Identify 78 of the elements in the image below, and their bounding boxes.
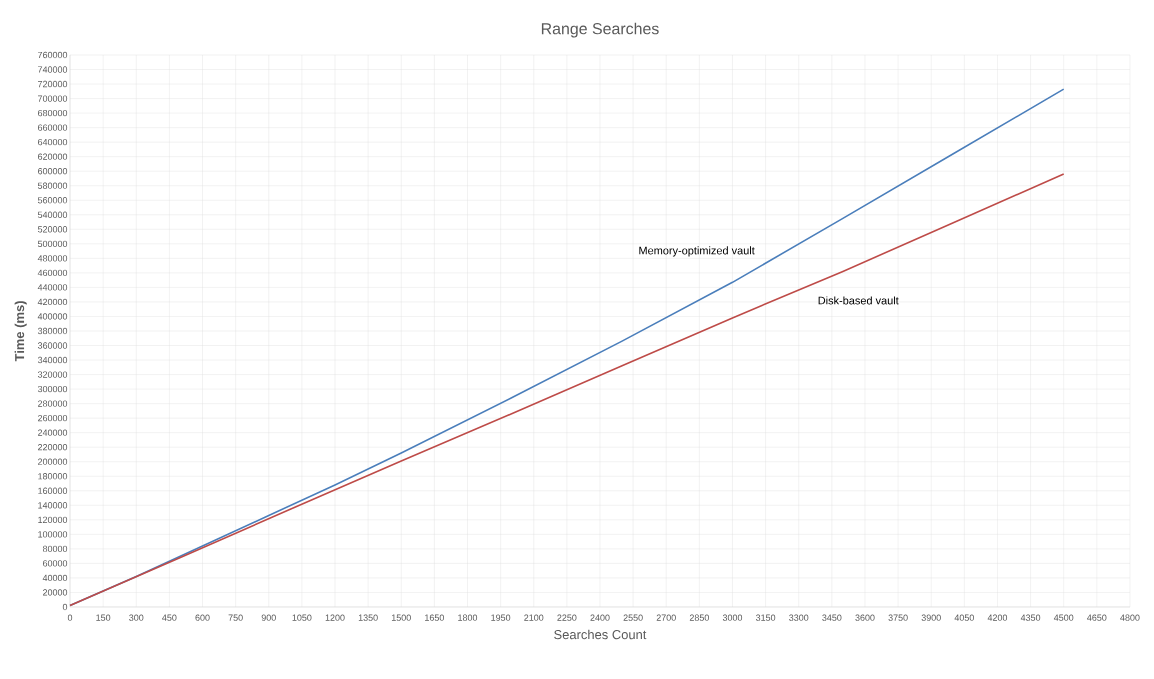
y-tick-label: 220000 bbox=[38, 444, 68, 451]
series-label: Memory-optimized vault bbox=[639, 246, 755, 257]
x-tick-label: 450 bbox=[162, 614, 177, 621]
y-tick-label: 760000 bbox=[38, 51, 68, 59]
x-tick-label: 3450 bbox=[822, 614, 842, 621]
y-tick-label: 600000 bbox=[38, 168, 68, 175]
y-tick-label: 740000 bbox=[38, 66, 68, 73]
x-tick-label: 2700 bbox=[656, 614, 676, 621]
x-tick-label: 300 bbox=[129, 614, 144, 621]
y-tick-label: 500000 bbox=[37, 240, 68, 248]
y-tick-label: 20000 bbox=[43, 589, 68, 596]
y-tick-label: 580000 bbox=[37, 182, 68, 189]
x-tick-label: 2250 bbox=[557, 614, 577, 621]
y-tick-label: 380000 bbox=[37, 327, 68, 335]
y-tick-label: 700000 bbox=[38, 95, 68, 102]
y-tick-label: 300000 bbox=[37, 385, 68, 393]
x-tick-label: 2400 bbox=[590, 614, 610, 621]
y-tick-label: 420000 bbox=[37, 298, 68, 306]
x-axis-title: Searches Count bbox=[554, 629, 647, 640]
x-tick-label: 3900 bbox=[921, 614, 941, 621]
x-tick-label: 1050 bbox=[292, 614, 312, 621]
x-tick-label: 4800 bbox=[1120, 614, 1140, 621]
y-tick-label: 680000 bbox=[38, 109, 68, 117]
y-tick-label: 720000 bbox=[38, 80, 68, 88]
x-tick-label: 1950 bbox=[491, 614, 511, 621]
y-tick-label: 620000 bbox=[38, 153, 68, 160]
x-tick-label: 4050 bbox=[954, 614, 974, 621]
x-tick-label: 1200 bbox=[325, 614, 345, 621]
y-axis-title: Time (ms) bbox=[14, 301, 27, 362]
y-tick-label: 200000 bbox=[38, 458, 68, 465]
x-tick-label: 4650 bbox=[1087, 614, 1107, 621]
y-tick-label: 140000 bbox=[38, 502, 68, 509]
x-tick-label: 600 bbox=[195, 614, 210, 621]
chart-title: Range Searches bbox=[541, 22, 659, 38]
y-tick-label: 560000 bbox=[37, 197, 68, 204]
x-tick-label: 2550 bbox=[623, 614, 643, 621]
y-tick-label: 520000 bbox=[37, 226, 68, 233]
y-tick-label: 180000 bbox=[38, 473, 68, 480]
x-tick-label: 2100 bbox=[524, 614, 544, 621]
x-tick-label: 1800 bbox=[458, 614, 478, 621]
y-tick-label: 480000 bbox=[37, 255, 68, 262]
y-tick-label: 400000 bbox=[37, 313, 68, 320]
y-tick-label: 0 bbox=[62, 603, 68, 611]
y-tick-label: 40000 bbox=[42, 574, 68, 582]
y-tick-label: 280000 bbox=[38, 400, 68, 407]
x-tick-label: 4500 bbox=[1053, 614, 1074, 621]
y-tick-label: 440000 bbox=[37, 284, 68, 291]
y-tick-label: 340000 bbox=[37, 356, 68, 364]
y-tick-label: 260000 bbox=[38, 414, 68, 422]
y-tick-label: 540000 bbox=[37, 211, 68, 218]
x-tick-label: 2850 bbox=[689, 614, 709, 621]
y-tick-label: 60000 bbox=[43, 560, 68, 567]
y-tick-label: 100000 bbox=[38, 531, 68, 538]
x-tick-label: 3150 bbox=[755, 614, 776, 621]
x-tick-label: 0 bbox=[67, 614, 73, 621]
x-tick-label: 3000 bbox=[722, 614, 743, 621]
y-tick-label: 360000 bbox=[37, 342, 68, 349]
x-tick-label: 1500 bbox=[391, 614, 411, 621]
x-tick-label: 750 bbox=[228, 614, 243, 621]
x-tick-label: 900 bbox=[261, 614, 276, 621]
x-tick-label: 3600 bbox=[855, 614, 875, 621]
y-tick-label: 160000 bbox=[38, 487, 68, 494]
x-tick-label: 3750 bbox=[888, 614, 908, 621]
y-tick-label: 80000 bbox=[42, 545, 68, 553]
series-label: Disk-based vault bbox=[818, 296, 899, 305]
x-tick-label: 4200 bbox=[987, 614, 1008, 621]
x-tick-label: 1650 bbox=[425, 614, 444, 621]
y-tick-label: 320000 bbox=[37, 371, 68, 378]
y-tick-label: 460000 bbox=[37, 269, 68, 277]
x-tick-label: 4350 bbox=[1020, 614, 1041, 621]
y-tick-label: 240000 bbox=[38, 429, 68, 436]
line-series bbox=[69, 173, 1065, 607]
y-tick-label: 120000 bbox=[38, 516, 68, 524]
y-tick-label: 660000 bbox=[38, 124, 68, 131]
x-tick-label: 3300 bbox=[789, 614, 809, 621]
y-tick-label: 640000 bbox=[38, 138, 68, 146]
x-tick-label: 150 bbox=[96, 614, 111, 621]
x-tick-label: 1350 bbox=[358, 614, 378, 621]
